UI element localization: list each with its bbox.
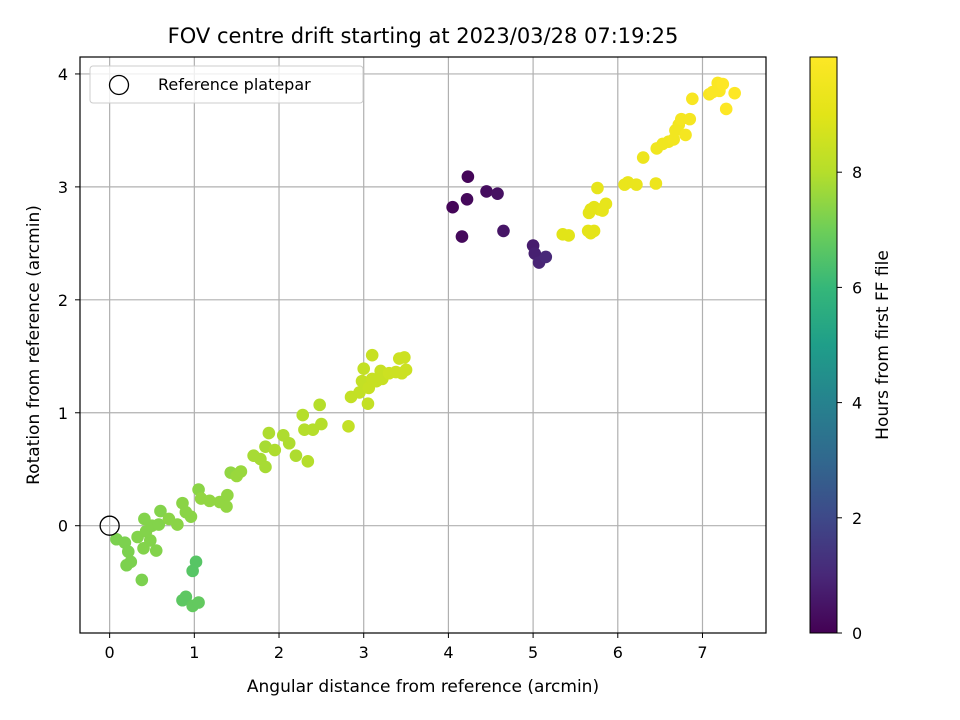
data-point [138,512,151,526]
x-tick-label: 6 [613,643,623,662]
data-point [357,362,371,376]
x-tick-label: 5 [528,643,538,662]
data-point [728,86,741,100]
data-point [203,494,216,508]
x-tick-label: 3 [359,643,369,662]
data-point [636,151,650,164]
data-point [461,170,475,184]
x-axis-ticks: 0 1 2 3 4 5 6 7 [105,633,708,662]
data-point [683,112,697,126]
data-point [179,590,193,604]
colorbar-tick-label: 0 [852,624,862,643]
data-point [189,555,203,569]
legend: Reference platepar [89,65,364,104]
reference-marker-layer [99,515,120,536]
data-point [491,187,504,200]
x-axis-label: Angular distance from reference (arcmin) [247,677,599,697]
colorbar: 0 2 4 6 8 Hours from first FF file [809,56,893,643]
data-point [719,102,733,116]
data-point [591,181,604,195]
x-tick-label: 0 [105,643,115,662]
y-axis-ticks: 0 1 2 3 4 [58,65,80,536]
data-point [315,417,328,431]
y-axis-label: Rotation from reference (arcmin) [24,205,44,485]
chart-title: FOV centre drift starting at 2023/03/28 … [168,24,679,48]
data-point [562,229,575,242]
data-point [342,420,355,433]
data-point [649,177,663,190]
data-point [679,128,692,142]
legend-open-circle-icon [108,74,130,96]
data-point [399,363,413,377]
data-point [124,555,138,569]
legend-box [89,65,364,104]
legend-entry-label: Reference platepar [158,75,311,94]
data-point [460,193,474,206]
data-point [716,77,730,91]
data-point [135,573,149,587]
colorbar-tick-label: 6 [852,278,862,297]
data-point [154,504,167,518]
data-point [630,178,643,191]
data-point [221,488,234,502]
colorbar-ticks: 0 2 4 6 8 [837,163,862,643]
data-point [282,436,296,450]
data-point [296,408,310,422]
data-point [149,544,163,557]
data-point [121,545,135,558]
data-point [480,185,493,198]
data-point [497,224,510,238]
data-point [313,398,326,412]
data-point [539,250,553,264]
data-point [259,460,272,474]
data-point [361,397,375,411]
data-point [268,443,282,457]
data-point [192,596,205,609]
data-point [365,348,379,362]
x-tick-label: 7 [697,643,707,662]
y-tick-label: 2 [58,291,68,310]
y-tick-label: 4 [58,65,68,84]
data-point [184,510,198,523]
grid-lines [80,57,766,633]
data-point [143,534,157,547]
x-tick-label: 1 [189,643,199,662]
y-tick-label: 3 [58,178,68,197]
data-point [262,426,276,440]
data-point [446,200,459,214]
data-point [686,92,699,106]
data-point [152,518,166,531]
reference-platepar-marker [99,515,120,536]
data-point [234,465,248,478]
colorbar-label: Hours from first FF file [873,250,893,440]
colorbar-tick-label: 4 [852,394,862,413]
y-tick-label: 0 [58,517,68,536]
colorbar-scale [809,56,838,634]
data-point [353,386,366,399]
data-point [220,500,233,513]
x-tick-label: 4 [443,643,453,662]
data-point [301,455,315,468]
x-tick-label: 2 [274,643,284,662]
colorbar-tick-label: 8 [852,163,862,182]
data-point [289,449,303,462]
data-points [110,76,741,613]
data-point [455,230,469,243]
data-point [171,518,184,531]
plot-frame [79,56,767,634]
colorbar-tick-label: 2 [852,509,862,528]
y-tick-label: 1 [58,404,68,423]
data-point [587,224,601,238]
data-point [398,351,411,364]
data-point [599,197,613,211]
